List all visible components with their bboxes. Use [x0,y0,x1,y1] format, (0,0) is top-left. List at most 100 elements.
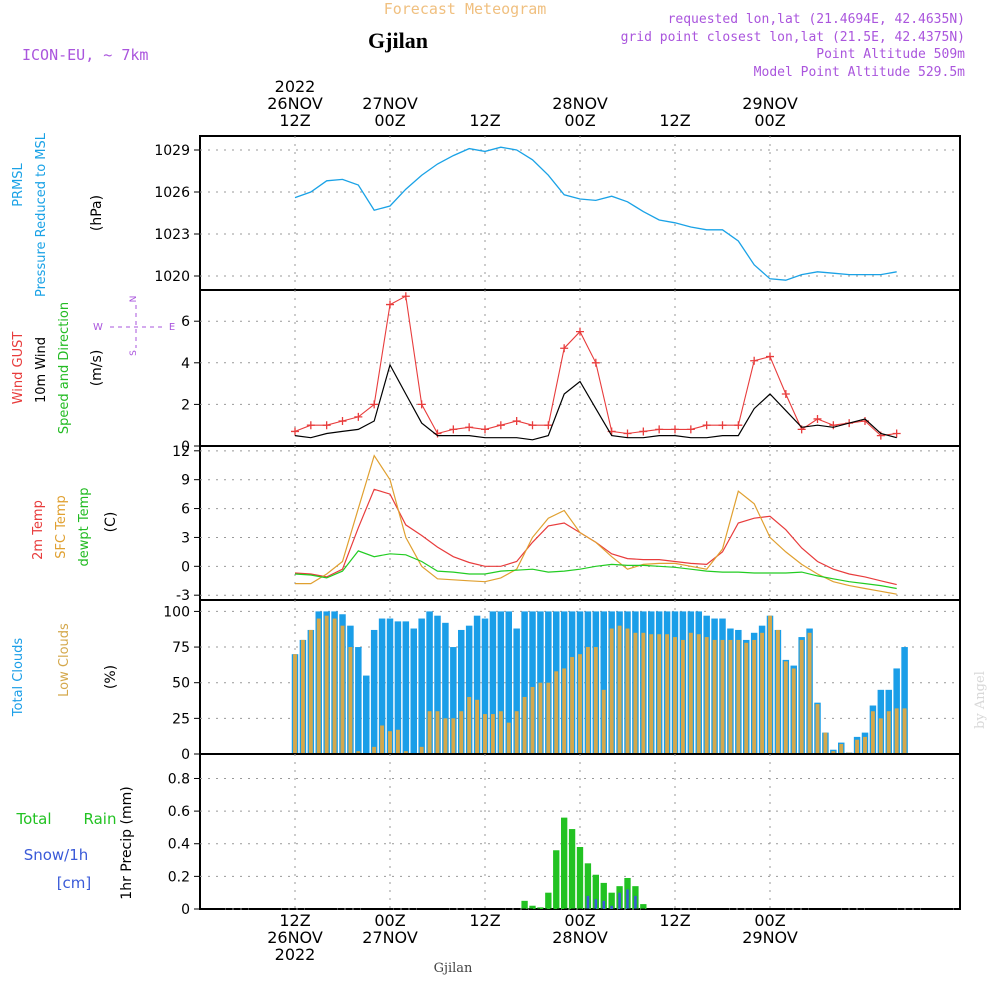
low-clouds-bar [435,711,440,754]
wind-unit-label: (m/s) [89,350,105,387]
low-clouds-bar [395,729,400,754]
snow-bar [634,895,637,909]
snow-bar [618,892,621,909]
wind-gust-marker [686,425,695,434]
low-clouds-bar [839,744,844,754]
total-clouds-bar [394,621,402,754]
wind-gust-marker [766,352,774,361]
total-clouds-bar [418,618,425,754]
low-clouds-bar [380,725,385,754]
wind-gust-marker [417,400,426,409]
rain-label: Rain [84,810,117,828]
compass-north: N [129,296,139,303]
low-clouds-bar [728,639,733,754]
low-clouds-bar [696,634,701,754]
low-clouds-bar [720,639,725,754]
wind-gust-marker [781,390,790,398]
wind-gust-marker [481,425,489,434]
y-tick-label: 0.4 [168,837,190,853]
rain-bar [608,892,615,909]
low-clouds-bar [768,615,772,754]
y-tick-label: 0.2 [168,869,190,885]
y-tick-label: 1026 [154,185,190,201]
wind-gust-marker [623,429,632,438]
y-tick-label: 0 [181,439,190,455]
low-clouds-bar [530,686,535,754]
wind-gust-marker [449,425,458,434]
low-clouds-bar [593,647,598,754]
low-clouds-bar [863,736,867,754]
low-clouds-bar [293,654,297,754]
total-clouds-bar [901,647,908,754]
wind-gust-marker [465,423,474,432]
low-clouds-bar [372,746,377,754]
bottom-axis-label: 29NOV [742,928,798,947]
low-clouds-bar [878,718,883,754]
low-clouds-bar [498,711,503,754]
top-axis-label: 28NOV [552,94,608,113]
low-clouds-bar [483,714,487,754]
low-clouds-bar [332,618,337,754]
low-clouds-bar [807,632,812,754]
model-altitude: Model Point Altitude 529.5m [754,65,965,80]
total-clouds-bar [363,675,370,754]
wind-gust-marker [496,421,505,430]
wind-gust-marker [322,421,331,430]
requested-coords: requested lon,lat (21.4694E, 42.4635N) [668,12,965,27]
low-clouds-bar [886,711,891,754]
footer-location: Gjilan [434,961,473,976]
compass-west: W [93,322,103,333]
total-clouds-bar [410,628,417,754]
rain-bar [545,892,552,909]
total-label: Total [15,810,51,828]
y-tick-label: 0.6 [168,804,190,820]
low-clouds-bar [649,634,654,754]
panel-frame [199,445,961,601]
total-clouds-bar [465,625,473,754]
temp-dewpt-line [294,550,897,590]
clouds-panel: Total Clouds Low Clouds (%) 0 25 50 75 100 [11,599,961,763]
low-clouds-bar [815,704,820,754]
low-clouds-bar [316,618,321,754]
rain-bar [576,847,584,909]
total-clouds-bar [355,647,362,754]
low-clouds-bar [680,639,685,754]
y-tick-label: 6 [181,314,190,330]
low-clouds-bar [783,661,788,754]
wind-gust-marker [734,421,743,430]
rain-bar [521,900,528,909]
top-axis-label: 00Z [374,111,405,130]
model-label: ICON-EU, ~ 7km [22,46,148,64]
low-clouds-bar [340,625,345,754]
low-clouds-bar [665,634,670,754]
snow-label: Snow/1h [24,846,89,864]
low-clouds-label: Low Clouds [57,623,72,697]
low-clouds-bar [538,682,543,754]
wind-gust-marker [591,358,600,367]
low-clouds-bar [617,625,622,754]
wind-gust-marker [401,292,410,301]
compass-rose: N S W E [93,296,175,356]
low-clouds-bar [744,642,749,754]
snow-bar [602,900,606,909]
low-clouds-bar [300,639,305,754]
low-clouds-bar [791,668,796,754]
wind-speed-line [294,363,897,441]
top-axis-label: 12Z [279,111,310,130]
temp-dewpt-label: dewpt Temp [77,487,92,566]
low-clouds-bar [736,639,741,754]
y-tick-label: -3 [176,588,190,604]
total-clouds-bar [386,618,394,754]
y-tick-label: 100 [163,604,190,620]
y-tick-label: 75 [172,640,190,656]
temp-sfc-line [295,454,897,595]
bottom-axis-label: 2022 [275,945,316,964]
total-clouds-bar [489,611,497,754]
point-altitude: Point Altitude 509m [816,47,965,62]
credit-label: by Angel [973,671,988,729]
low-clouds-bar [752,639,757,754]
total-clouds-bar [529,611,536,754]
low-clouds-bar [712,639,717,754]
total-clouds-bar [458,629,465,754]
bottom-axis-label: 27NOV [362,928,418,947]
